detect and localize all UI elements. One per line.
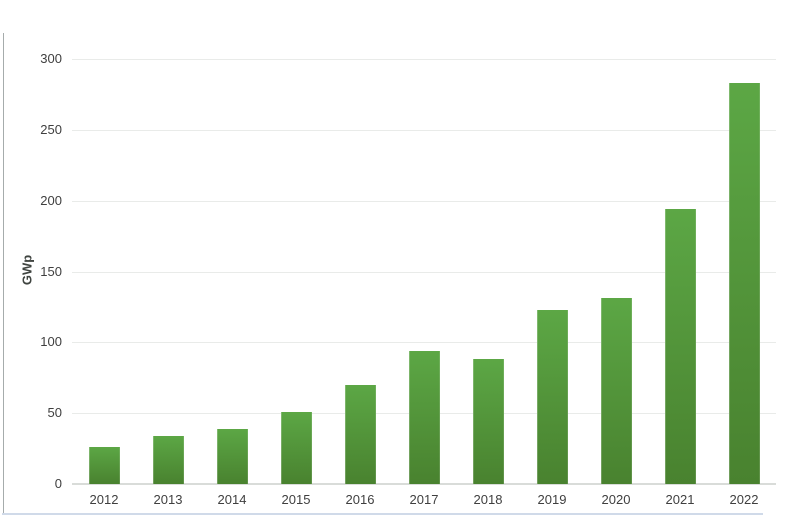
x-axis-line — [72, 483, 776, 485]
x-tick-label-2020: 2020 — [601, 492, 631, 507]
y-tick-label-200: 200 — [40, 192, 62, 208]
x-tick-label-2013: 2013 — [153, 492, 183, 507]
gridline-300 — [72, 59, 776, 60]
y-tick-label-300: 300 — [40, 51, 62, 66]
gridline-250 — [72, 129, 776, 131]
y-tick-label-100: 100 — [40, 334, 62, 350]
bar-2018 — [472, 359, 504, 484]
bar-2019 — [536, 309, 568, 484]
x-tick-label-2014: 2014 — [217, 492, 247, 507]
y-tick-label-50: 50 — [47, 405, 62, 421]
x-tick-label-2015: 2015 — [281, 492, 311, 507]
bar-2021 — [664, 209, 696, 484]
gridline-150 — [72, 271, 776, 273]
gridline-200 — [72, 200, 776, 202]
y-tick-label-0: 0 — [54, 476, 62, 491]
x-tick-label-2019: 2019 — [537, 492, 567, 507]
x-tick-label-2021: 2021 — [665, 492, 695, 507]
bar-2014 — [216, 428, 248, 484]
x-tick-label-2017: 2017 — [409, 492, 439, 507]
x-tick-label-2022: 2022 — [729, 492, 759, 507]
gridline-100 — [72, 342, 776, 344]
image-left-border — [3, 33, 4, 514]
x-tick-label-2012: 2012 — [89, 492, 119, 507]
bar-2015 — [280, 411, 312, 484]
plot-area — [72, 59, 776, 485]
bar-2022 — [728, 83, 760, 484]
bar-2012 — [88, 447, 120, 484]
bar-2017 — [408, 350, 440, 484]
y-tick-label-250: 250 — [40, 121, 62, 137]
image-bottom-border — [2, 513, 763, 515]
bar-2020 — [600, 298, 632, 484]
y-tick-label-150: 150 — [40, 263, 62, 279]
bar-2013 — [152, 435, 184, 484]
bar-2016 — [344, 384, 376, 484]
x-tick-label-2016: 2016 — [345, 492, 375, 507]
x-tick-label-2018: 2018 — [473, 492, 503, 507]
